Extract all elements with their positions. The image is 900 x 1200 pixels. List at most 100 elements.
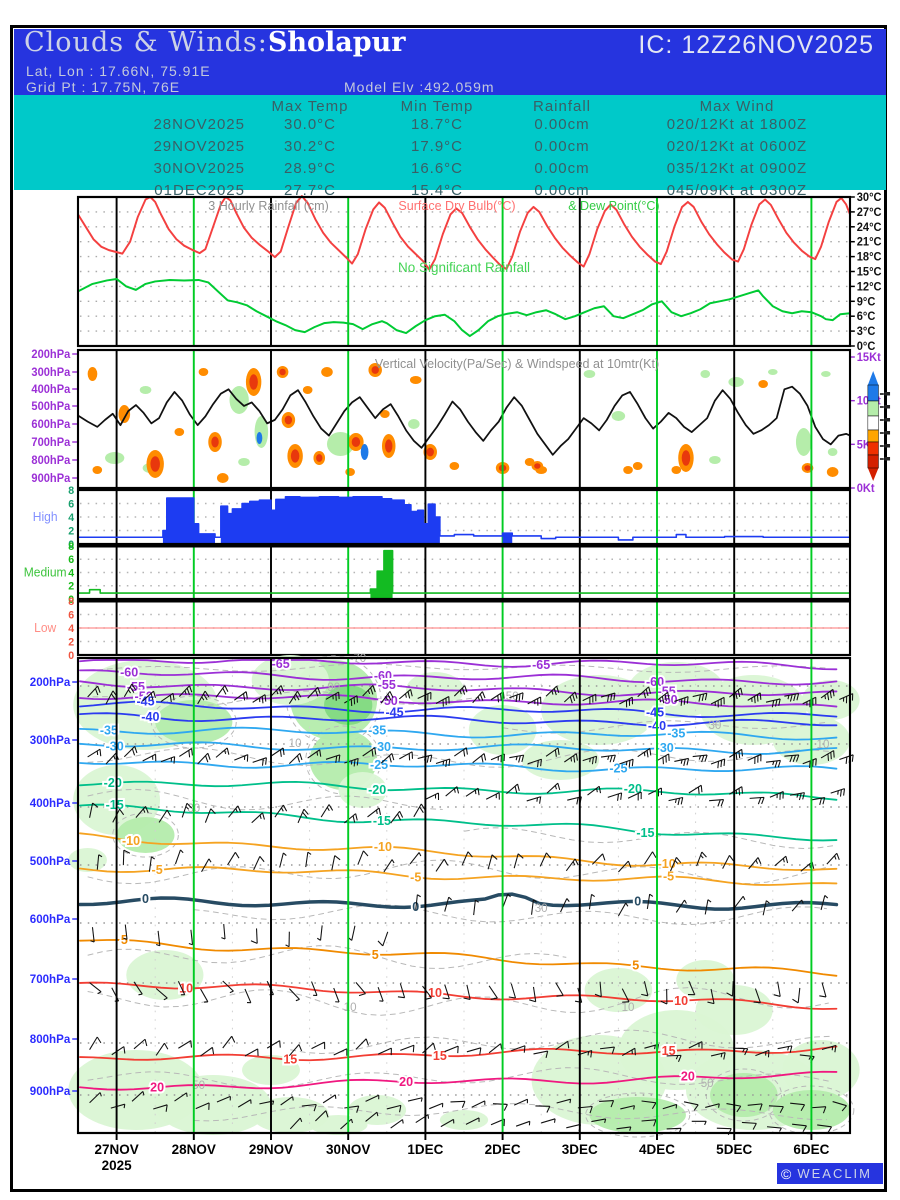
wind-barb-feather — [610, 693, 613, 701]
wind-speed-curve — [77, 385, 851, 456]
wind-barb-feather — [499, 693, 502, 701]
wind-barb-feather — [590, 1050, 593, 1058]
cloud-octa-tick: 6 — [68, 554, 74, 566]
wind-barb-feather — [110, 693, 116, 700]
header-init-time: IC: 12Z26NOV2025 — [638, 31, 874, 59]
vv-blob-green — [700, 370, 711, 378]
wind-barb — [599, 981, 602, 997]
cloud-octa-tick: 8 — [68, 541, 74, 553]
wind-barb-feather — [802, 792, 805, 800]
wind-barb — [367, 807, 380, 818]
wind-barb — [365, 1094, 380, 1102]
wind-barb-feather — [779, 1106, 784, 1114]
p2-pressure-label: 700hPa — [31, 437, 71, 449]
wind-barb-feather — [477, 788, 480, 796]
wind-barb — [365, 1111, 378, 1122]
wind-barb-feather — [490, 997, 498, 1000]
isotherm-label: -45 — [646, 704, 664, 719]
wind-barb — [252, 694, 266, 703]
header-model-elev: Model Elv :492.059m — [344, 79, 495, 95]
wind-barb-feather — [789, 1045, 793, 1053]
wind-barb-feather — [779, 1127, 782, 1132]
wind-barb-feather — [729, 855, 734, 862]
wind-barb-feather — [207, 753, 211, 760]
wind-barb — [802, 758, 817, 765]
isotherm-15 — [79, 1045, 838, 1062]
wind-barb — [754, 988, 761, 1003]
col-header-min-temp: Min Temp — [400, 98, 474, 115]
wind-barb-feather — [628, 760, 631, 768]
wind-barb — [87, 685, 99, 698]
wind-barb-feather — [651, 1102, 657, 1110]
wind-barb — [560, 898, 568, 913]
pressure-label: 500hPa — [30, 855, 71, 868]
pressure-label: 300hPa — [30, 734, 71, 747]
wind-barb — [362, 685, 374, 697]
table-cell: 0.00cm — [534, 160, 590, 177]
wind-barb — [556, 1098, 571, 1104]
cloud-level-label: Low — [34, 621, 56, 635]
wind-barb-feather — [792, 755, 797, 763]
wind-barb — [91, 927, 95, 943]
wind-barb — [87, 748, 101, 758]
wind-barb-feather — [824, 695, 827, 700]
wind-barb — [200, 988, 209, 1003]
isotherm-label: -5 — [152, 862, 163, 877]
wind-barb-feather — [259, 814, 262, 820]
wind-barb-feather — [164, 1042, 169, 1050]
vv-blob-green — [709, 456, 721, 464]
vv-blob-red-core — [804, 465, 811, 471]
wind-barb — [762, 900, 767, 916]
wind-barb-feather — [317, 687, 321, 695]
isotherm-label: 15 — [433, 1048, 447, 1063]
colorbar-segment — [867, 384, 879, 402]
wind-barb — [465, 1117, 480, 1125]
wind-barb-feather — [654, 1045, 656, 1050]
wind-barb-feather — [738, 751, 741, 759]
wind-barb-feather — [442, 760, 445, 766]
wind-barb — [688, 980, 696, 995]
temp-tick-label: 21°C — [857, 237, 882, 249]
wind-barb-feather — [740, 687, 743, 695]
wind-barb-feather — [595, 756, 598, 764]
wind-barb-feather — [546, 852, 552, 859]
isotherm-label: -15 — [106, 797, 124, 812]
wind-barb — [435, 758, 450, 765]
isotherm-label: -50 — [135, 688, 153, 703]
cloud-octa-tick: 2 — [68, 636, 74, 648]
wind-barb — [195, 1102, 210, 1110]
brand-name: WEACLIM — [797, 1166, 872, 1181]
wind-barb-feather — [131, 683, 137, 691]
wind-barb — [123, 683, 133, 698]
colorbar-tick-label — [884, 392, 891, 396]
humidity-label: 10 — [289, 737, 302, 750]
wind-barb-feather — [831, 1046, 834, 1051]
wind-barb-feather — [841, 1105, 847, 1112]
humidity-patch — [348, 1095, 407, 1125]
wind-barb — [386, 1104, 401, 1110]
wind-barb-feather — [282, 804, 288, 812]
date-axis: 27NOV 28NOV 29NOV 30NOV 1DEC 2DEC 3DEC 4DEC 5DEC… — [94, 1133, 829, 1173]
date-label: 30NOV — [326, 1142, 371, 1157]
wind-barb-feather — [573, 755, 576, 763]
wind-barb-feather — [827, 1126, 832, 1134]
wind-barb-feather — [707, 1001, 715, 1005]
table-cell: 28.9°C — [283, 160, 337, 177]
wind-barb-feather — [674, 798, 677, 803]
wind-barb-feather — [348, 937, 353, 941]
wind-barb-feather — [388, 755, 392, 763]
wind-barb — [637, 748, 651, 758]
wind-barb — [768, 1105, 784, 1108]
wind-barb-feather — [789, 694, 793, 702]
vv-blob-red-core — [211, 436, 219, 448]
wind-barb-feather — [391, 859, 395, 864]
wind-barb-feather — [165, 1104, 168, 1112]
wind-barb — [692, 692, 707, 698]
wind-barb-feather — [680, 797, 684, 805]
wind-barb-feather — [356, 1105, 360, 1113]
wind-barb-feather — [629, 1126, 632, 1131]
wind-barb-feather — [226, 747, 230, 755]
wind-barb — [705, 1103, 720, 1108]
panel-cloud-low: 86 42 0 Low — [34, 596, 851, 662]
vv-blob-green — [105, 452, 125, 464]
